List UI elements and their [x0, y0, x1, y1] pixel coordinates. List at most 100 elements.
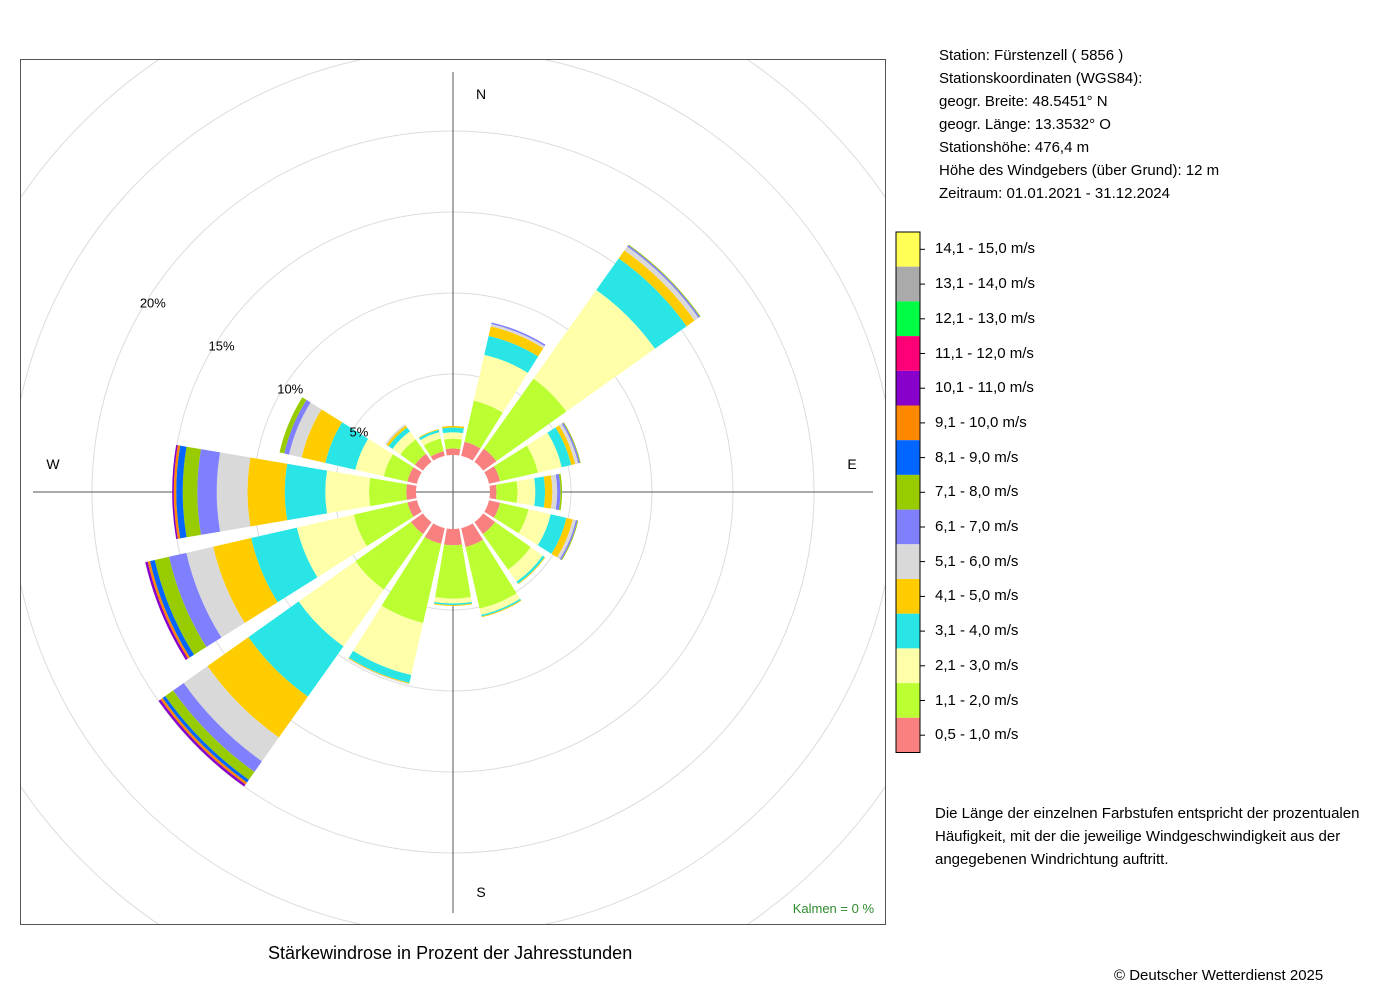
legend-label: 5,1 - 6,0 m/s: [935, 552, 1019, 570]
legend-label: 10,1 - 11,0 m/s: [935, 379, 1034, 397]
speed-segment: [551, 517, 573, 558]
speed-segment: [348, 650, 412, 683]
legend-swatch: [896, 336, 920, 371]
ring-label: 15%: [209, 339, 235, 354]
speed-segment: [561, 520, 579, 561]
speed-segment: [213, 538, 278, 623]
speed-segment: [444, 438, 462, 450]
speed-segment: [406, 484, 417, 500]
speed-segment: [296, 514, 367, 578]
speed-segment: [386, 425, 408, 447]
speed-segment: [414, 453, 432, 471]
grid-ring: [21, 60, 885, 924]
legend-swatch: [896, 440, 920, 475]
direction-label: S: [476, 884, 485, 900]
note-line: angegebenen Windrichtung auftritt.: [935, 851, 1169, 868]
speed-segment: [288, 402, 322, 458]
speed-segment: [434, 597, 472, 604]
legend-label: 2,1 - 3,0 m/s: [935, 656, 1019, 674]
speed-segment: [168, 552, 222, 648]
speed-segment: [495, 481, 518, 503]
speed-segment: [443, 432, 463, 440]
speed-segment: [430, 451, 445, 461]
calm-label: Kalmen = 0 %: [793, 901, 875, 916]
speed-segment: [407, 467, 422, 484]
direction-sector: [441, 425, 465, 456]
speed-segment: [596, 258, 687, 349]
speed-segment: [353, 605, 424, 675]
speed-segment: [508, 547, 543, 582]
legend-swatch: [896, 544, 920, 579]
speed-segment: [392, 431, 416, 455]
speed-segment: [484, 466, 501, 484]
rose-plot-area: 5% 10% 15% 20% N E S W Kalmen = 0 %: [21, 60, 885, 924]
speed-segment: [516, 478, 536, 506]
station-info-line: Stationshöhe: 476,4 m: [939, 139, 1090, 156]
speed-segment: [284, 463, 328, 521]
speed-segment: [182, 446, 201, 538]
direction-sector: [433, 528, 473, 606]
speed-segment: [248, 601, 344, 697]
legend-swatch: [896, 648, 920, 684]
speed-segment: [555, 425, 576, 466]
legend-label: 14,1 - 15,0 m/s: [935, 240, 1036, 258]
legend-swatch: [896, 579, 920, 614]
legend-swatch: [896, 370, 920, 406]
station-info-line: geogr. Breite: 48.5451° N: [939, 93, 1108, 110]
station-info-line: Station: Fürstenzell ( 5856 ): [939, 47, 1124, 64]
speed-segment: [461, 441, 481, 461]
legend-swatch: [896, 613, 920, 649]
speed-segment: [559, 520, 578, 560]
speed-segment: [490, 324, 545, 349]
speed-segment: [424, 523, 445, 544]
speed-segment: [435, 544, 471, 599]
direction-sector: [484, 500, 579, 561]
speed-segment: [385, 424, 406, 445]
direction-label: W: [46, 456, 60, 472]
direction-sector: [279, 397, 422, 484]
speed-segment: [483, 378, 567, 462]
speed-segment: [388, 427, 411, 450]
speed-segment: [325, 422, 369, 470]
legend-label: 7,1 - 8,0 m/s: [935, 483, 1019, 501]
speed-segment: [355, 521, 424, 590]
station-info-line: Zeitraum: 01.01.2021 - 31.12.2024: [939, 185, 1170, 202]
speed-segment: [407, 500, 422, 517]
speed-segment: [441, 425, 465, 429]
legend-swatch: [896, 509, 920, 545]
speed-segment: [301, 409, 343, 463]
speed-segment: [353, 502, 414, 547]
speed-segment: [162, 696, 249, 783]
speed-segment: [400, 439, 426, 465]
ring-label: 5%: [350, 424, 369, 439]
copyright-notice: © Deutscher Wetterdienst 2025: [1114, 967, 1324, 984]
speed-segment: [489, 484, 497, 500]
legend-swatch: [896, 266, 920, 302]
speed-segment: [533, 290, 655, 412]
speed-segment: [355, 438, 393, 477]
speed-segment: [561, 422, 580, 464]
direction-sector: [489, 473, 563, 511]
ring-label: 20%: [140, 296, 166, 311]
note-line: Häufigkeit, mit der die jeweilige Windge…: [935, 828, 1341, 845]
speed-segment: [481, 598, 521, 617]
speed-segment: [183, 666, 279, 762]
speed-segment: [493, 502, 529, 534]
speed-segment: [445, 448, 461, 456]
legend-label: 4,1 - 5,0 m/s: [935, 587, 1019, 605]
speed-segment: [325, 470, 371, 514]
direction-sector: [145, 500, 422, 660]
speed-segment: [481, 600, 522, 618]
station-info-line: Stationskoordinaten (WGS84):: [939, 70, 1143, 87]
speed-segment: [444, 528, 462, 546]
speed-segment: [618, 250, 695, 327]
speed-segment: [381, 537, 442, 623]
speed-segment: [172, 444, 178, 540]
speed-segment: [465, 539, 517, 609]
speed-segment: [555, 473, 561, 511]
legend-label: 12,1 - 13,0 m/s: [935, 309, 1036, 327]
legend-swatch: [896, 232, 920, 267]
speed-segment: [207, 637, 308, 738]
speed-segment: [550, 474, 558, 510]
plot-frame: [20, 59, 886, 925]
